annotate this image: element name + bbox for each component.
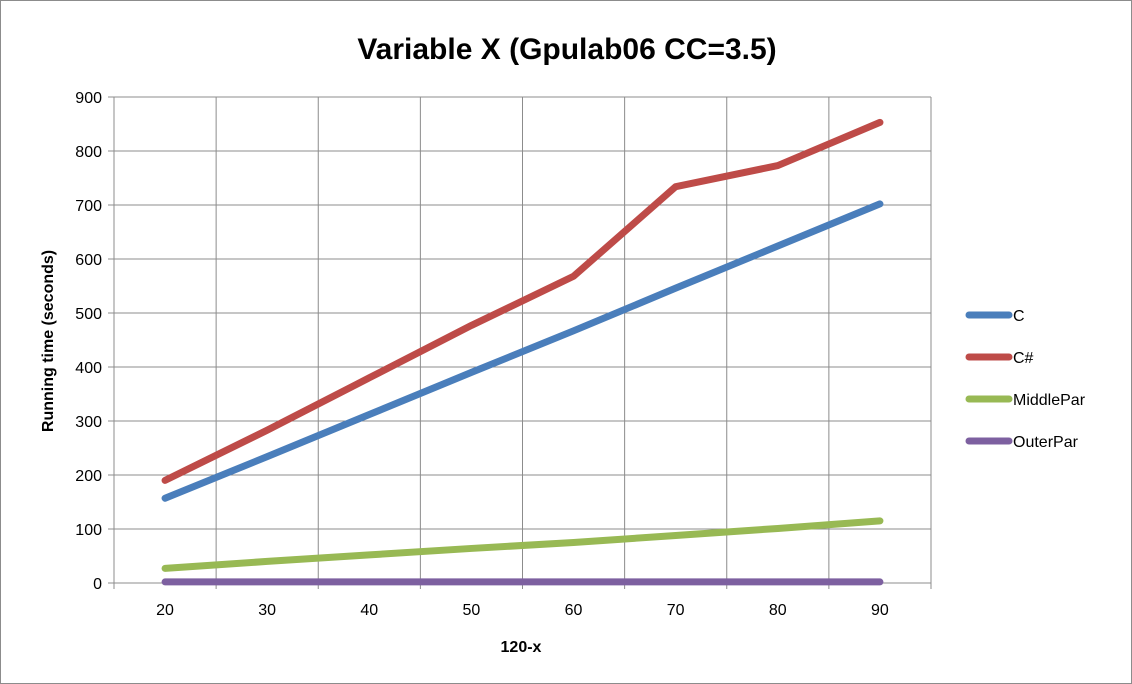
y-tick-label: 900 (75, 90, 102, 107)
series-line-middlepar (161, 517, 884, 572)
y-tick-label: 700 (75, 198, 102, 215)
grid (108, 96, 932, 589)
legend-label: C (1013, 308, 1025, 325)
chart-title: Variable X (Gpulab06 CC=3.5) (357, 33, 776, 66)
legend-label: OuterPar (1013, 434, 1079, 451)
y-axis-ticks: 0 100 200 300 400 500 600 700 800 900 (75, 90, 102, 593)
x-axis-title: 120-x (501, 639, 542, 656)
x-axis-ticks: 20 30 40 50 60 70 80 90 (156, 602, 889, 619)
x-tick-label: 50 (463, 602, 481, 619)
y-tick-label: 400 (75, 360, 102, 377)
x-tick-label: 90 (871, 602, 889, 619)
x-tick-label: 40 (360, 602, 378, 619)
y-tick-label: 800 (75, 144, 102, 161)
y-tick-label: 200 (75, 468, 102, 485)
y-axis-title: Running time (seconds) (40, 250, 57, 432)
x-tick-label: 60 (565, 602, 583, 619)
y-tick-label: 600 (75, 252, 102, 269)
legend-label: MiddlePar (1013, 392, 1086, 409)
legend: C C# MiddlePar OuterPar (965, 308, 1086, 451)
x-tick-label: 70 (667, 602, 685, 619)
x-tick-label: 80 (769, 602, 787, 619)
y-tick-label: 0 (93, 576, 102, 593)
series-line-c (161, 200, 884, 502)
legend-label: C# (1013, 350, 1034, 367)
x-tick-label: 20 (156, 602, 174, 619)
series-lines (161, 118, 884, 586)
y-tick-label: 100 (75, 522, 102, 539)
series-line-c (161, 118, 884, 484)
y-tick-label: 300 (75, 414, 102, 431)
y-tick-label: 500 (75, 306, 102, 323)
x-tick-label: 30 (258, 602, 276, 619)
